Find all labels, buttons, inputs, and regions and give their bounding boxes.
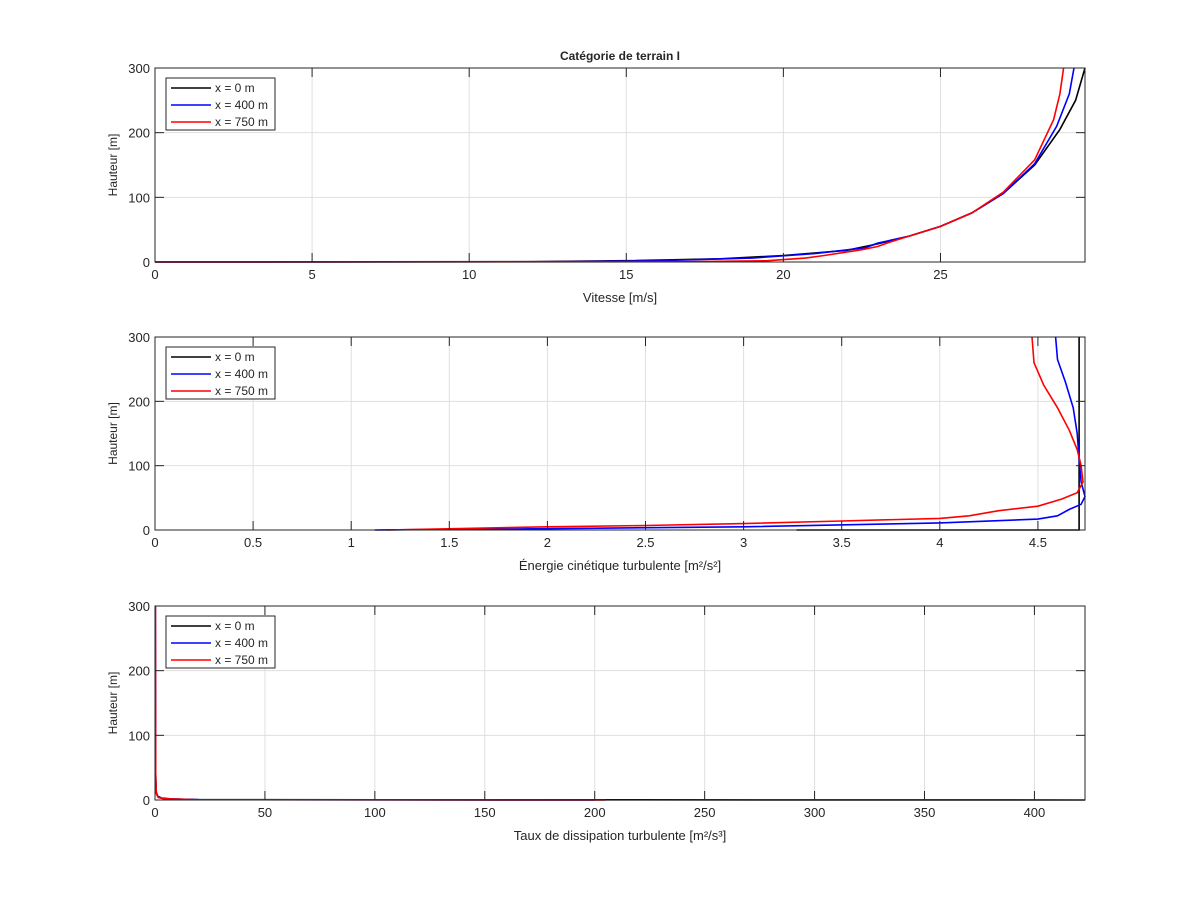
x-axis-label: Vitesse [m/s] [583,290,657,305]
y-tick-label: 200 [128,664,150,679]
y-tick-label: 300 [128,599,150,614]
x-tick-label: 200 [584,805,606,820]
chart-title: Catégorie de terrain I [560,49,680,63]
y-tick-label: 0 [143,523,150,538]
legend-label: x = 400 m [215,98,268,112]
series-line-3 [155,67,1065,263]
y-axis-label: Hauteur [m] [106,134,120,197]
legend-label: x = 0 m [215,619,255,633]
legend-label: x = 750 m [215,115,268,129]
x-tick-label: 3.5 [833,535,851,550]
x-tick-label: 1.5 [440,535,458,550]
plot-area [155,68,1085,262]
x-tick-label: 5 [308,267,315,282]
legend: x = 0 m x = 400 m x = 750 m [165,77,276,131]
y-axis-label: Hauteur [m] [106,672,120,735]
y-tick-label: 0 [143,793,150,808]
x-tick-label: 4 [936,535,943,550]
x-tick-label: 50 [258,805,272,820]
axes-box [154,67,1086,263]
legend-label: x = 400 m [215,367,268,381]
legend-label: x = 0 m [215,81,255,95]
y-tick-label: 200 [128,126,150,141]
x-tick-label: 3 [740,535,747,550]
plot-area [155,337,1085,530]
x-tick-label: 15 [619,267,633,282]
subplot-1: 0 5 10 15 20 25 0 100 200 300 Vitesse [m/s] Hauteur… [106,49,1086,305]
axes-box [154,336,1086,531]
x-tick-label: 0.5 [244,535,262,550]
x-tick-label: 150 [474,805,496,820]
x-tick-label: 350 [914,805,936,820]
plot-area [155,606,1085,800]
x-axis-label: Énergie cinétique turbulente [m²/s²] [519,558,721,573]
x-tick-label: 0 [151,267,158,282]
y-tick-label: 200 [128,394,150,409]
x-tick-label: 25 [933,267,947,282]
x-tick-label: 0 [151,535,158,550]
subplot-3: 0 50 100 150 200 250 300 350 400 0 100 200 300 Taux d… [106,599,1086,843]
x-tick-label: 0 [151,805,158,820]
legend-label: x = 0 m [215,350,255,364]
x-tick-label: 4.5 [1029,535,1047,550]
legend-label: x = 750 m [215,653,268,667]
x-tick-label: 1 [348,535,355,550]
legend-box [165,77,276,131]
x-tick-label: 300 [804,805,826,820]
x-tick-label: 2.5 [636,535,654,550]
y-tick-label: 100 [128,459,150,474]
axes-box [154,605,1086,801]
y-tick-label: 100 [128,190,150,205]
legend-label: x = 400 m [215,636,268,650]
x-tick-label: 2 [544,535,551,550]
y-tick-label: 300 [128,330,150,345]
x-axis-label: Taux de dissipation turbulente [m²/s³] [514,828,726,843]
x-tick-label: 10 [462,267,476,282]
y-tick-label: 0 [143,255,150,270]
x-tick-label: 100 [364,805,386,820]
y-tick-label: 300 [128,61,150,76]
x-tick-label: 20 [776,267,790,282]
x-tick-label: 400 [1024,805,1046,820]
legend-label: x = 750 m [215,384,268,398]
x-tick-label: 250 [694,805,716,820]
subplot-2: 0 0.5 1 1.5 2 2.5 3 3.5 4 4.5 0 100 200 300 Énergie ci… [106,330,1086,573]
legend: x = 0 m x = 400 m x = 750 m [165,615,276,669]
y-tick-label: 100 [128,728,150,743]
legend: x = 0 m x = 400 m x = 750 m [165,346,276,400]
y-axis-label: Hauteur [m] [106,402,120,465]
